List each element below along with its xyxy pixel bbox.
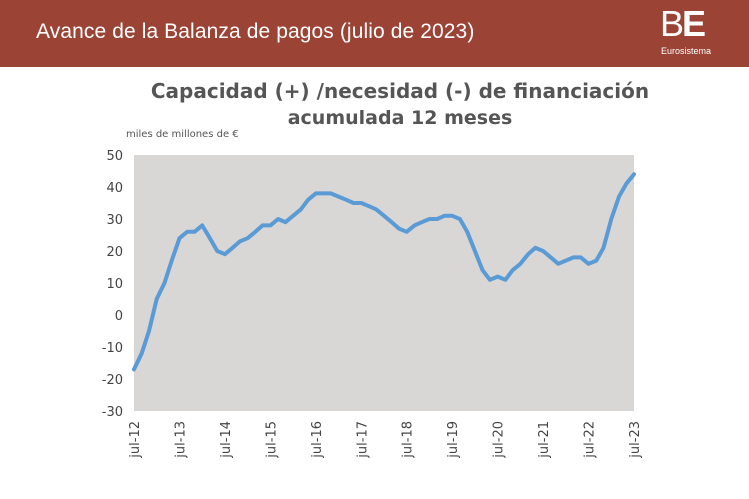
x-tick-label: jul-22 bbox=[583, 421, 598, 459]
x-tick-label: jul-14 bbox=[219, 421, 234, 459]
header-bar: Avance de la Balanza de pagos (julio de … bbox=[0, 0, 749, 67]
y-tick-label: -10 bbox=[102, 341, 123, 356]
x-tick-label: jul-20 bbox=[492, 421, 507, 459]
x-tick-label: jul-19 bbox=[446, 421, 461, 459]
chart-title: Capacidad (+) /necesidad (-) de financia… bbox=[150, 79, 650, 103]
x-tick-label: jul-23 bbox=[628, 421, 643, 459]
x-tick-label: jul-17 bbox=[355, 421, 370, 459]
series-line bbox=[132, 172, 636, 372]
banco-espana-logo: BE Eurosistema bbox=[660, 6, 720, 58]
y-tick-label: -20 bbox=[102, 373, 123, 388]
y-tick-label: 20 bbox=[106, 245, 123, 260]
logo-mark: BE bbox=[660, 3, 706, 44]
x-tick-label: jul-18 bbox=[401, 421, 416, 459]
unit-label: miles de millones de € bbox=[126, 129, 239, 140]
x-tick-label: jul-12 bbox=[128, 421, 143, 459]
logo-text: Eurosistema bbox=[661, 46, 712, 56]
x-tick-label: jul-15 bbox=[264, 421, 279, 459]
x-tick-label: jul-13 bbox=[173, 421, 188, 459]
chart-subtitle: acumulada 12 meses bbox=[287, 107, 513, 129]
y-tick-label: 10 bbox=[106, 277, 123, 292]
y-tick-label: 50 bbox=[106, 149, 123, 164]
y-tick-label: 0 bbox=[115, 309, 123, 324]
x-tick-label: jul-21 bbox=[537, 421, 552, 459]
x-tick-label: jul-16 bbox=[310, 421, 325, 459]
y-tick-label: 30 bbox=[106, 213, 123, 228]
page-title: Avance de la Balanza de pagos (julio de … bbox=[36, 20, 475, 43]
y-tick-label: 40 bbox=[106, 181, 123, 196]
y-tick-label: -30 bbox=[102, 405, 123, 420]
plot-area bbox=[134, 155, 634, 411]
